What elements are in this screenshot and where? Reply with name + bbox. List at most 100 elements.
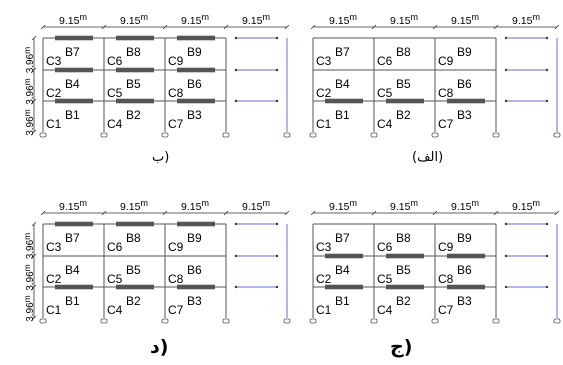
cable-node [275, 68, 279, 72]
span-unit: m [201, 12, 209, 22]
cable-node [504, 222, 508, 226]
column-label: C6 [377, 54, 393, 68]
column-label: C3 [316, 54, 332, 68]
span-unit: m [79, 12, 87, 22]
dimension-tick [493, 210, 499, 216]
strengthened-beam [55, 67, 93, 73]
dimension-tick [284, 210, 290, 216]
span-unit: m [79, 198, 87, 208]
span-dimension-label: 9.15m [451, 12, 479, 27]
span-dimension-label: 9.15m [242, 198, 270, 213]
column-label: C1 [46, 303, 62, 317]
dimension-tick [40, 210, 46, 216]
support-icon [553, 318, 561, 324]
cable-node [234, 99, 238, 103]
beam-label: B4 [65, 77, 80, 91]
column-label: C7 [168, 117, 184, 131]
dimension-tick [31, 35, 37, 41]
beam-label: B1 [65, 108, 80, 122]
dimension-tick [554, 24, 560, 30]
caption-frame-b: ب) [152, 150, 170, 165]
column-label: C4 [107, 303, 123, 317]
strengthened-beam [177, 35, 215, 41]
span-unit: m [471, 198, 479, 208]
beam-label: B7 [335, 231, 350, 245]
column-label: C3 [46, 240, 62, 254]
support-icon [39, 132, 47, 138]
strengthened-beam [177, 284, 215, 290]
column-label: C7 [168, 303, 184, 317]
cable-node [504, 254, 508, 258]
beam-label: B7 [65, 231, 80, 245]
cable-node [545, 68, 549, 72]
story-unit: m [22, 264, 32, 271]
span-dimension-label: 9.15m [120, 12, 148, 27]
beam-label: B1 [335, 294, 350, 308]
dimension-tick [432, 210, 438, 216]
span-dimension-label: 9.15m [512, 12, 540, 27]
span-unit: m [262, 12, 270, 22]
story-unit: m [22, 47, 32, 54]
caption-frame-jim: ج) [390, 336, 413, 358]
beam-label: B8 [126, 45, 141, 59]
support-icon [222, 132, 230, 138]
span-unit: m [410, 198, 418, 208]
strengthened-beam [116, 221, 154, 227]
cable-node [504, 36, 508, 40]
column-label: C8 [438, 272, 454, 286]
beam-label: B2 [126, 294, 141, 308]
strengthened-beam [447, 284, 485, 290]
span-unit: m [471, 12, 479, 22]
column-label: C1 [316, 117, 332, 131]
dimension-tick [554, 210, 560, 216]
beam-label: B5 [396, 77, 411, 91]
dimension-tick [284, 24, 290, 30]
span-dimension-label: 9.15m [59, 198, 87, 213]
strengthened-beam [116, 98, 154, 104]
column-label: C4 [377, 303, 393, 317]
support-icon [222, 318, 230, 324]
column-label: C2 [46, 272, 62, 286]
cable-node [275, 254, 279, 258]
column-label: C9 [168, 54, 184, 68]
beam-label: B7 [335, 45, 350, 59]
dimension-tick [310, 24, 316, 30]
column-label: C1 [46, 117, 62, 131]
span-dimension-label: 9.15m [59, 12, 87, 27]
dimension-tick [223, 24, 229, 30]
support-icon [370, 318, 378, 324]
beam-label: B3 [457, 108, 472, 122]
span-unit: m [140, 198, 148, 208]
cable-node [275, 36, 279, 40]
strengthened-beam [447, 253, 485, 259]
support-icon [100, 132, 108, 138]
column-label: C4 [107, 117, 123, 131]
column-label: C3 [316, 240, 332, 254]
span-dimension-label: 9.15m [329, 12, 357, 27]
strengthened-beam [55, 98, 93, 104]
story-unit: m [22, 78, 32, 85]
beam-label: B1 [335, 108, 350, 122]
beam-label: B4 [335, 263, 350, 277]
support-icon [161, 132, 169, 138]
dimension-tick [31, 129, 37, 135]
dimension-tick [101, 210, 107, 216]
strengthened-beam [177, 67, 215, 73]
dimension-tick [371, 210, 377, 216]
span-dimension-label: 9.15m [451, 198, 479, 213]
cable-node [504, 99, 508, 103]
column-label: C6 [377, 240, 393, 254]
span-dimension-label: 9.15m [390, 198, 418, 213]
dimension-tick [31, 253, 37, 259]
dimension-tick [31, 67, 37, 73]
column-label: C6 [107, 240, 123, 254]
dimension-tick [493, 24, 499, 30]
beam-label: B9 [457, 231, 472, 245]
support-icon [431, 318, 439, 324]
column-label: C7 [438, 117, 454, 131]
span-unit: m [532, 12, 540, 22]
beam-label: B2 [396, 108, 411, 122]
span-dimension-label: 9.15m [181, 12, 209, 27]
cable-node [275, 285, 279, 289]
